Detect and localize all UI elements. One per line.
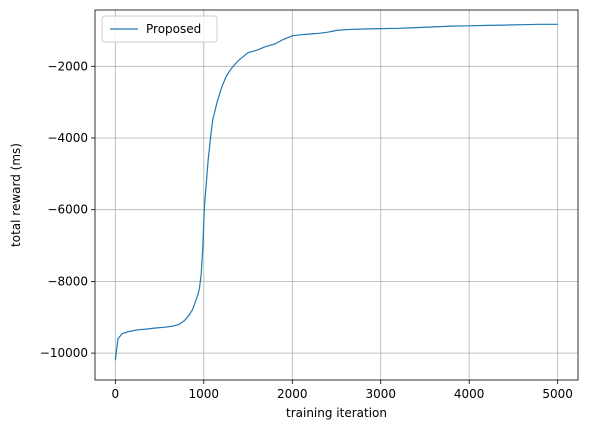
plot-frame (94, 9, 579, 381)
grid (95, 10, 578, 380)
y-tick-label: −4000 (47, 131, 88, 145)
x-axis-ticks: 0 1000 2000 3000 4000 5000 (112, 380, 573, 401)
y-tick-label: −6000 (47, 203, 88, 217)
x-tick-label: 1000 (189, 387, 220, 401)
y-axis-ticks: −10000 −8000 −6000 −4000 −2000 (40, 59, 95, 360)
series-layer (114, 23, 558, 361)
y-tick-label: −10000 (40, 346, 88, 360)
legend-box (101, 15, 218, 43)
x-tick-label: 4000 (454, 387, 485, 401)
legend-label: Proposed (146, 22, 201, 36)
y-tick-label: −8000 (47, 274, 88, 288)
x-tick-label: 3000 (365, 387, 396, 401)
y-tick-label: −2000 (47, 59, 88, 73)
series-line-proposed (114, 23, 558, 361)
x-tick-label: 0 (112, 387, 120, 401)
legend: Proposed (101, 15, 218, 43)
x-tick-label: 2000 (277, 387, 308, 401)
y-axis-label: total reward (ms) (9, 143, 23, 247)
x-tick-label: 5000 (542, 387, 573, 401)
x-axis-label: training iteration (286, 406, 387, 420)
